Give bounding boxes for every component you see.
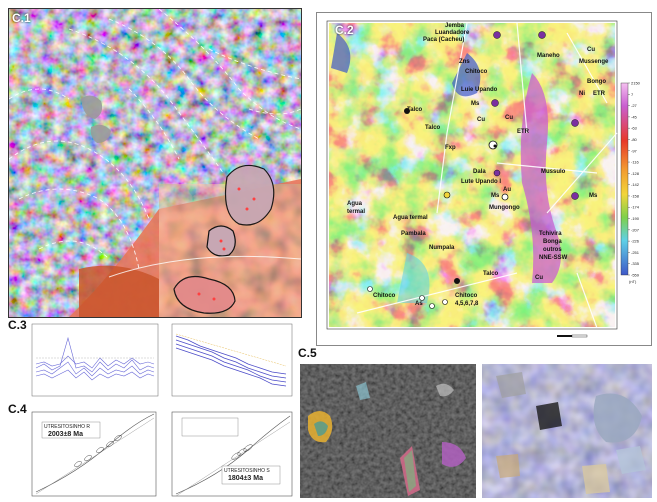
legend-tick-label: -142	[631, 182, 640, 187]
map-label: Cu	[587, 47, 595, 53]
legend-tick-label: -335	[631, 261, 640, 266]
legend-tick-label: -559	[631, 273, 640, 278]
map-label: Tchivira	[539, 231, 562, 237]
map-label: Chitoco	[465, 69, 488, 75]
map-label: Mussulo	[541, 169, 566, 175]
legend-tick-label: -45	[631, 114, 638, 119]
c4-charts: UTRESITOSINHO R 2003±8 Ma UTRESITOSINHO …	[31, 411, 293, 497]
map-label: Ms	[589, 193, 598, 199]
c4-right-age: 1804±3 Ma	[228, 475, 263, 482]
map-label: Talco	[407, 107, 423, 113]
map-label: ETR	[593, 91, 606, 97]
panel-label-c5: C.5	[298, 346, 317, 360]
map-label: Pambala	[401, 231, 426, 237]
map-label: Mussenge	[579, 59, 609, 65]
map-label: Ms	[491, 193, 500, 199]
map-label: Numpala	[429, 245, 455, 251]
map-label: Zns	[459, 59, 470, 65]
map-label: Ms	[471, 101, 480, 107]
legend-tick-label: -190	[631, 216, 640, 221]
legend-tick-label: -128	[631, 171, 640, 176]
legend-tick-label: 2150	[631, 81, 641, 86]
panel-c3-plots: C.3	[8, 318, 298, 400]
map-label: Maneho	[537, 53, 560, 59]
panel-label-c2: C.2	[335, 23, 354, 37]
c3-right-chart	[171, 323, 293, 397]
panel-c2-magnetic-map: Jemba Luandadore Paca (Cacheu) Zns Chito…	[316, 12, 652, 346]
magnetic-anomaly-map: Jemba Luandadore Paca (Cacheu) Zns Chito…	[326, 20, 641, 338]
map-label: NNE-SSW	[539, 255, 568, 261]
map-label: termal	[347, 209, 365, 215]
map-label: Lute Upando I	[461, 179, 501, 185]
map-label: Talco	[425, 125, 441, 131]
sample-markers	[197, 187, 256, 301]
map-label: As	[415, 301, 423, 307]
panel-label-c1: C.1	[12, 11, 31, 25]
color-scale-legend: 2150 7 -27 -45 -63 -80 -97 -116 -128 -142 -158 -174…	[620, 81, 641, 284]
panel-c4-concordia: C.4 UTRESITOSINHO R 2003±8 Ma	[8, 402, 298, 500]
c3-charts	[31, 323, 293, 397]
map-label: Bongo	[587, 79, 606, 85]
map-label: Au	[503, 187, 511, 193]
legend-tick-label: -158	[631, 193, 640, 198]
legend-tick-label: -207	[631, 227, 640, 232]
panel-c5-photomicrographs: C.5	[296, 346, 654, 500]
map-label: Chitoco	[455, 293, 478, 299]
map-label: ETR	[517, 129, 530, 135]
map-label: Cu	[477, 117, 485, 123]
c4-left-age: 2003±8 Ma	[48, 431, 83, 438]
legend-tick-label: -80	[631, 137, 638, 142]
legend-tick-label: -174	[631, 205, 640, 210]
panel-c1-satellite-image: C.1	[8, 8, 302, 318]
map-label: Mungongo	[489, 205, 520, 211]
map-label: 4,5,6,7,8	[455, 301, 479, 307]
legend-tick-label: 7	[631, 92, 634, 97]
structural-lineaments	[9, 9, 301, 270]
map-label: Ni	[579, 91, 585, 97]
map-label: Cu	[505, 115, 513, 121]
map-label: Fxp	[445, 145, 456, 151]
c4-left-concordia: UTRESITOSINHO R 2003±8 Ma	[31, 411, 157, 497]
map-label: Agua termal	[393, 215, 428, 221]
map-label: Luie Upando	[461, 87, 498, 93]
deposit-symbols	[367, 31, 579, 309]
legend-tick-label: -27	[631, 103, 638, 108]
map-label: Bonga	[543, 239, 562, 245]
satellite-image	[9, 9, 301, 317]
map-label: Dala	[473, 169, 486, 175]
c5-images	[300, 364, 652, 498]
legend-tick-label: -116	[631, 160, 639, 165]
c3-left-chart	[31, 323, 159, 397]
panel-label-c4: C.4	[8, 402, 27, 416]
legend-tick-label: -97	[631, 148, 638, 153]
c4-right-annotation-title: UTRESITOSINHO S	[224, 468, 270, 474]
map-label: Talco	[483, 271, 499, 277]
map-label: Paca (Cacheu)	[423, 37, 464, 43]
panel-label-c3: C.3	[8, 318, 27, 332]
map-label: Luandadore	[435, 30, 470, 36]
scale-bar	[557, 334, 588, 338]
legend-tick-label: -63	[631, 126, 638, 131]
lineaments	[356, 22, 618, 329]
map-label: Cu	[535, 275, 543, 281]
map-label: Agua	[347, 201, 363, 207]
c4-left-annotation-title: UTRESITOSINHO R	[44, 424, 90, 430]
legend-tick-label: -251	[631, 250, 640, 255]
photomicrograph-right	[482, 364, 652, 498]
legend-tick-label: -226	[631, 239, 640, 244]
map-place-labels: Jemba Luandadore Paca (Cacheu) Zns Chito…	[347, 23, 609, 307]
c4-right-concordia: UTRESITOSINHO S 1804±3 Ma	[171, 411, 293, 497]
map-label: Chitoco	[373, 293, 396, 299]
map-label: outros	[543, 247, 562, 253]
legend-unit: (nT)	[629, 279, 637, 284]
map-label: Jemba	[445, 23, 465, 29]
photomicrograph-left	[300, 364, 476, 498]
